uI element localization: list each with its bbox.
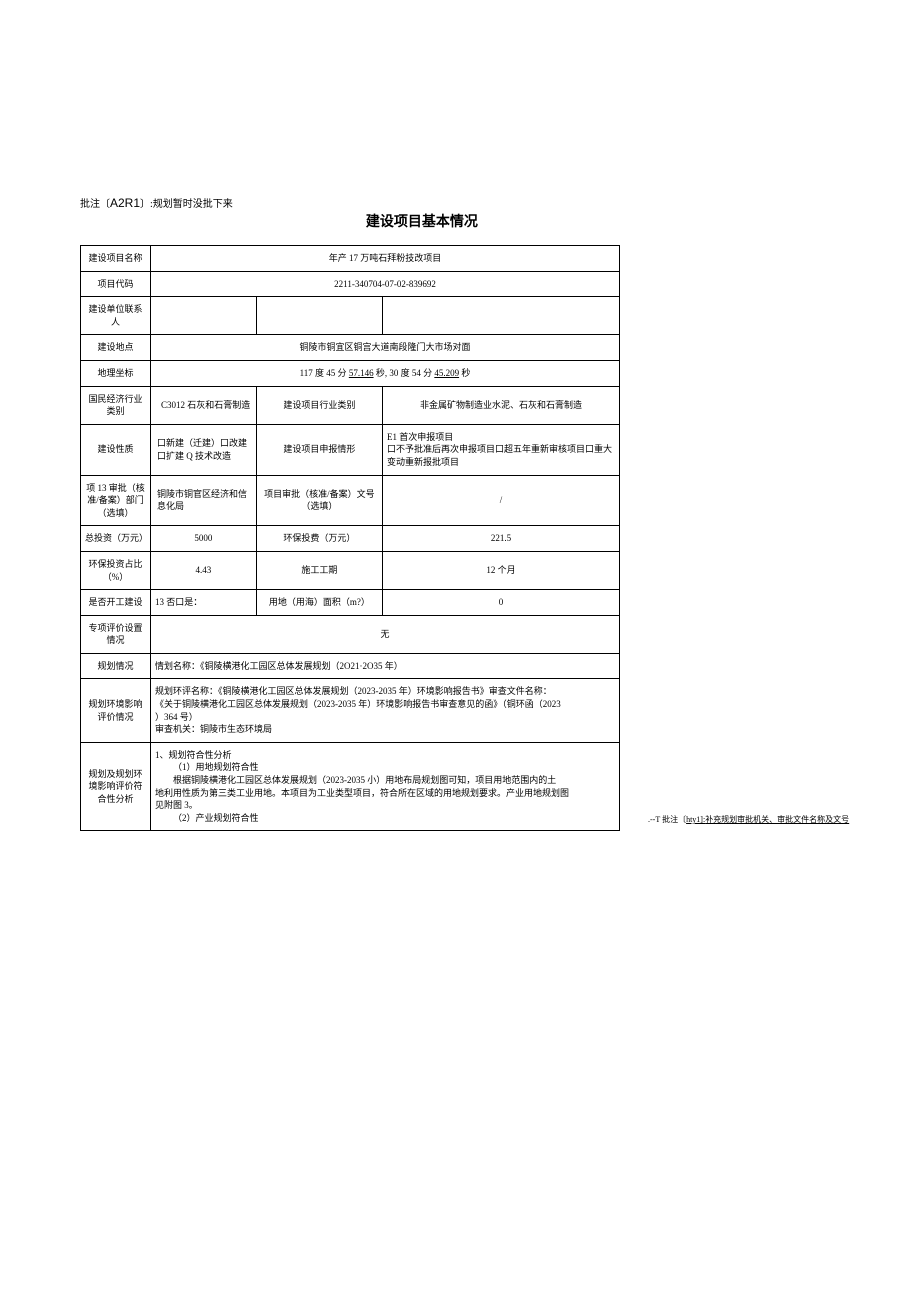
value-ratio-2: 12 个月 — [383, 551, 620, 589]
row-industry: 国民经济行业类别 C3012 石灰和石膏制造 建设项目行业类别 非金属矿物制造业… — [81, 386, 620, 424]
label-ratio-1: 环保投资占比（%） — [81, 551, 151, 589]
label-contact: 建设单位联系人 — [81, 297, 151, 335]
row-coords: 地理坐标 117 度 45 分 57.146 秒, 30 度 54 分 45.2… — [81, 360, 620, 386]
annotation-suffix: 〕:规划暂时没批下来 — [140, 199, 233, 210]
value-approval-2: / — [383, 475, 620, 526]
label-nature-2: 建设项目申报情形 — [256, 424, 382, 475]
value-nature-1: 口新建（迁建）口改建 口扩建 Q 技术改造 — [151, 424, 257, 475]
value-location: 铜陵市铜宜区铜宫大道南段隆门大市场对面 — [151, 335, 620, 361]
coords-suffix: 秒 — [459, 368, 470, 378]
value-approval-1: 铜陵市铜官区经济和信息化局 — [151, 475, 257, 526]
row-started: 是否开工建设 13 否口是： 用地（用海）面积（m?） 0 — [81, 590, 620, 616]
coords-sec2: 45.209 — [434, 368, 459, 378]
label-special: 专项评价设置情况 — [81, 615, 151, 653]
value-contact-2 — [256, 297, 382, 335]
row-contact: 建设单位联系人 — [81, 297, 620, 335]
value-analysis: 1、规划符合性分析 （1）用地规划符合性 根据铜陵横港化工园区总体发展规划（20… — [151, 742, 620, 831]
label-invest-1: 总投资（万元） — [81, 526, 151, 552]
row-project-code: 项目代码 2211-340704-07-02-839692 — [81, 271, 620, 297]
plan-eia-line1: 规划环评名称：《铜陵横港化工园区总体发展规划（2023-2035 年）环境影响报… — [155, 685, 615, 698]
side-annotation: .--T 批注〔hty1]:补充规划审批机关、审批文件名称及文号 — [648, 814, 849, 825]
row-location: 建设地点 铜陵市铜宜区铜宫大道南段隆门大市场对面 — [81, 335, 620, 361]
label-project-name: 建设项目名称 — [81, 246, 151, 272]
row-ratio: 环保投资占比（%） 4.43 施工工期 12 个月 — [81, 551, 620, 589]
row-nature: 建设性质 口新建（迁建）口改建 口扩建 Q 技术改造 建设项目申报情形 E1 首… — [81, 424, 620, 475]
analysis-l6: （2）产业规划符合性 — [155, 812, 615, 825]
coords-prefix: 117 度 45 分 — [300, 368, 349, 378]
value-ratio-1: 4.43 — [151, 551, 257, 589]
value-industry-2: 非金属矿物制造业水泥、石灰和石膏制造 — [383, 386, 620, 424]
value-started-1: 13 否口是： — [151, 590, 257, 616]
label-industry-1: 国民经济行业类别 — [81, 386, 151, 424]
row-plan-eia: 规划环境影响评价情况 规划环评名称：《铜陵横港化工园区总体发展规划（2023-2… — [81, 679, 620, 742]
project-info-table: 建设项目名称 年产 17 万吨石拜粉技改项目 项目代码 2211-340704-… — [80, 245, 620, 831]
side-annotation-prefix: .--T 批注〔 — [648, 815, 686, 824]
side-annotation-key: hty1]: — [686, 815, 705, 824]
label-industry-2: 建设项目行业类别 — [256, 386, 382, 424]
coords-mid: 秒, 30 度 54 分 — [374, 368, 435, 378]
analysis-l3: 根据铜陵横港化工园区总体发展规划（2023-2035 小）用地布局规划图可知，项… — [155, 774, 615, 787]
label-project-code: 项目代码 — [81, 271, 151, 297]
row-analysis: 规划及规划环境影响评价符合性分析 1、规划符合性分析 （1）用地规划符合性 根据… — [81, 742, 620, 831]
value-coords: 117 度 45 分 57.146 秒, 30 度 54 分 45.209 秒 — [151, 360, 620, 386]
analysis-l1: 1、规划符合性分析 — [155, 749, 615, 762]
value-plan-eia: 规划环评名称：《铜陵横港化工园区总体发展规划（2023-2035 年）环境影响报… — [151, 679, 620, 742]
plan-eia-line4: 审查机关：铜陵市生态环境局 — [155, 723, 615, 736]
page-title: 建设项目基本情况 — [366, 211, 478, 231]
analysis-l5: 见附图 3。 — [155, 799, 615, 812]
row-approval: 项 13 审批（核准/备案）部门（选填） 铜陵市铜官区经济和信息化局 项目审批（… — [81, 475, 620, 526]
plan-eia-line2: 《关于铜陵横港化工园区总体发展规划（2023-2035 年）环境影响报告书审查意… — [155, 698, 615, 711]
value-nature-2: E1 首次申报项目 口不予批准后再次申报项目口超五年重新审核项目口重大变动重新报… — [383, 424, 620, 475]
label-coords: 地理坐标 — [81, 360, 151, 386]
label-started-2: 用地（用海）面积（m?） — [256, 590, 382, 616]
value-contact-3 — [383, 297, 620, 335]
value-industry-1: C3012 石灰和石膏制造 — [151, 386, 257, 424]
coords-sec1: 57.146 — [349, 368, 374, 378]
value-started-2: 0 — [383, 590, 620, 616]
value-invest-1: 5000 — [151, 526, 257, 552]
label-approval-1: 项 13 审批（核准/备案）部门（选填） — [81, 475, 151, 526]
label-invest-2: 环保投费（万元） — [256, 526, 382, 552]
value-special: 无 — [151, 615, 620, 653]
value-project-code: 2211-340704-07-02-839692 — [151, 271, 620, 297]
label-plan-eia: 规划环境影响评价情况 — [81, 679, 151, 742]
row-plan: 规划情况 情划名称：《铜陵横港化工园区总体发展规划（2O21·2O35 年） — [81, 653, 620, 679]
annotation-code: A2R1 — [110, 196, 140, 210]
value-plan: 情划名称：《铜陵横港化工园区总体发展规划（2O21·2O35 年） — [151, 653, 620, 679]
row-invest: 总投资（万元） 5000 环保投费（万元） 221.5 — [81, 526, 620, 552]
row-special: 专项评价设置情况 无 — [81, 615, 620, 653]
label-ratio-2: 施工工期 — [256, 551, 382, 589]
label-plan: 规划情况 — [81, 653, 151, 679]
side-annotation-text: 补充规划审批机关、审批文件名称及文号 — [705, 815, 849, 824]
annotation-prefix: 批注〔 — [80, 199, 110, 210]
top-annotation: 批注〔A2R1〕:规划暂时没批下来 — [80, 195, 233, 210]
value-invest-2: 221.5 — [383, 526, 620, 552]
label-nature-1: 建设性质 — [81, 424, 151, 475]
analysis-l2: （1）用地规划符合性 — [155, 761, 615, 774]
value-project-name: 年产 17 万吨石拜粉技改项目 — [151, 246, 620, 272]
label-started-1: 是否开工建设 — [81, 590, 151, 616]
row-project-name: 建设项目名称 年产 17 万吨石拜粉技改项目 — [81, 246, 620, 272]
plan-eia-line3: ）364 号） — [155, 711, 615, 724]
label-analysis: 规划及规划环境影响评价符合性分析 — [81, 742, 151, 831]
analysis-l4: 地利用性质为第三类工业用地。本项目为工业类型项目，符合所在区域的用地规划要求。产… — [155, 787, 615, 800]
label-location: 建设地点 — [81, 335, 151, 361]
value-contact-1 — [151, 297, 257, 335]
label-approval-2: 项目审批（核准/备案）文号（选填） — [256, 475, 382, 526]
